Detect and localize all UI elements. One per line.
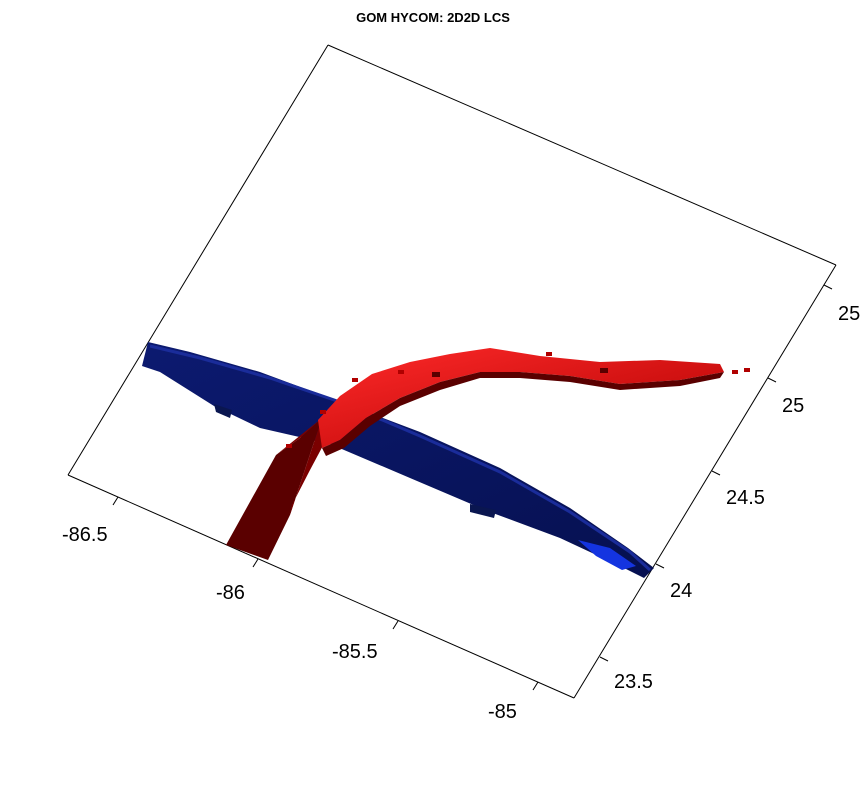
red-fragment — [432, 372, 440, 377]
x-tick-label: -86.5 — [62, 524, 108, 546]
red-ridge-shadow — [322, 372, 724, 456]
y-tick-label: 23.5 — [614, 671, 653, 693]
x-tick-mark — [252, 558, 259, 568]
y-tick-mark — [711, 470, 721, 476]
red-fragment — [320, 410, 326, 414]
y-tick-label: 24 — [670, 580, 692, 602]
bounding-box — [67, 44, 837, 699]
y-axis-labels: 23.5 24 24.5 25 25 — [614, 303, 860, 693]
x-tick-label: -85.5 — [332, 641, 378, 663]
blue-band — [142, 342, 654, 578]
x-tick-label: -86 — [216, 582, 245, 604]
plot-title: GOM HYCOM: 2D2D LCS — [356, 10, 510, 25]
red-fragment — [398, 370, 404, 374]
y-axis-ticks — [599, 284, 833, 662]
x-axis-ticks — [112, 496, 539, 691]
y-tick-label: 24.5 — [726, 487, 765, 509]
red-fragment — [600, 368, 608, 373]
x-tick-mark — [392, 620, 399, 630]
red-fragment — [744, 368, 750, 372]
blue-step — [470, 504, 496, 518]
x-tick-label: -85 — [488, 701, 517, 723]
box-edge-top — [327, 44, 837, 266]
y-tick-label: 25 — [782, 395, 804, 417]
red-fragment — [352, 378, 358, 382]
red-fragment — [732, 370, 738, 374]
red-wall-dark — [226, 418, 322, 560]
y-tick-label: 25 — [838, 303, 860, 325]
y-tick-mark — [655, 563, 665, 569]
attracting-lcs-surface — [226, 348, 750, 560]
x-tick-mark — [532, 681, 539, 691]
red-ridge — [318, 348, 724, 448]
blue-step — [214, 404, 232, 418]
blue-highlight — [578, 540, 636, 570]
y-tick-mark — [599, 656, 609, 662]
x-axis-labels: -86.5 -86 -85.5 -85 — [62, 524, 517, 723]
red-fragment — [286, 444, 292, 448]
repelling-lcs-surface — [142, 342, 654, 578]
x-tick-mark — [112, 496, 119, 506]
box-edge-bottom — [67, 474, 575, 699]
y-tick-mark — [823, 284, 833, 290]
red-fragment — [546, 352, 552, 356]
box-edge-left — [67, 44, 329, 476]
y-tick-mark — [767, 377, 777, 383]
box-edge-right — [573, 264, 837, 699]
red-wall-face — [276, 410, 334, 515]
blue-band-edge — [149, 344, 652, 572]
